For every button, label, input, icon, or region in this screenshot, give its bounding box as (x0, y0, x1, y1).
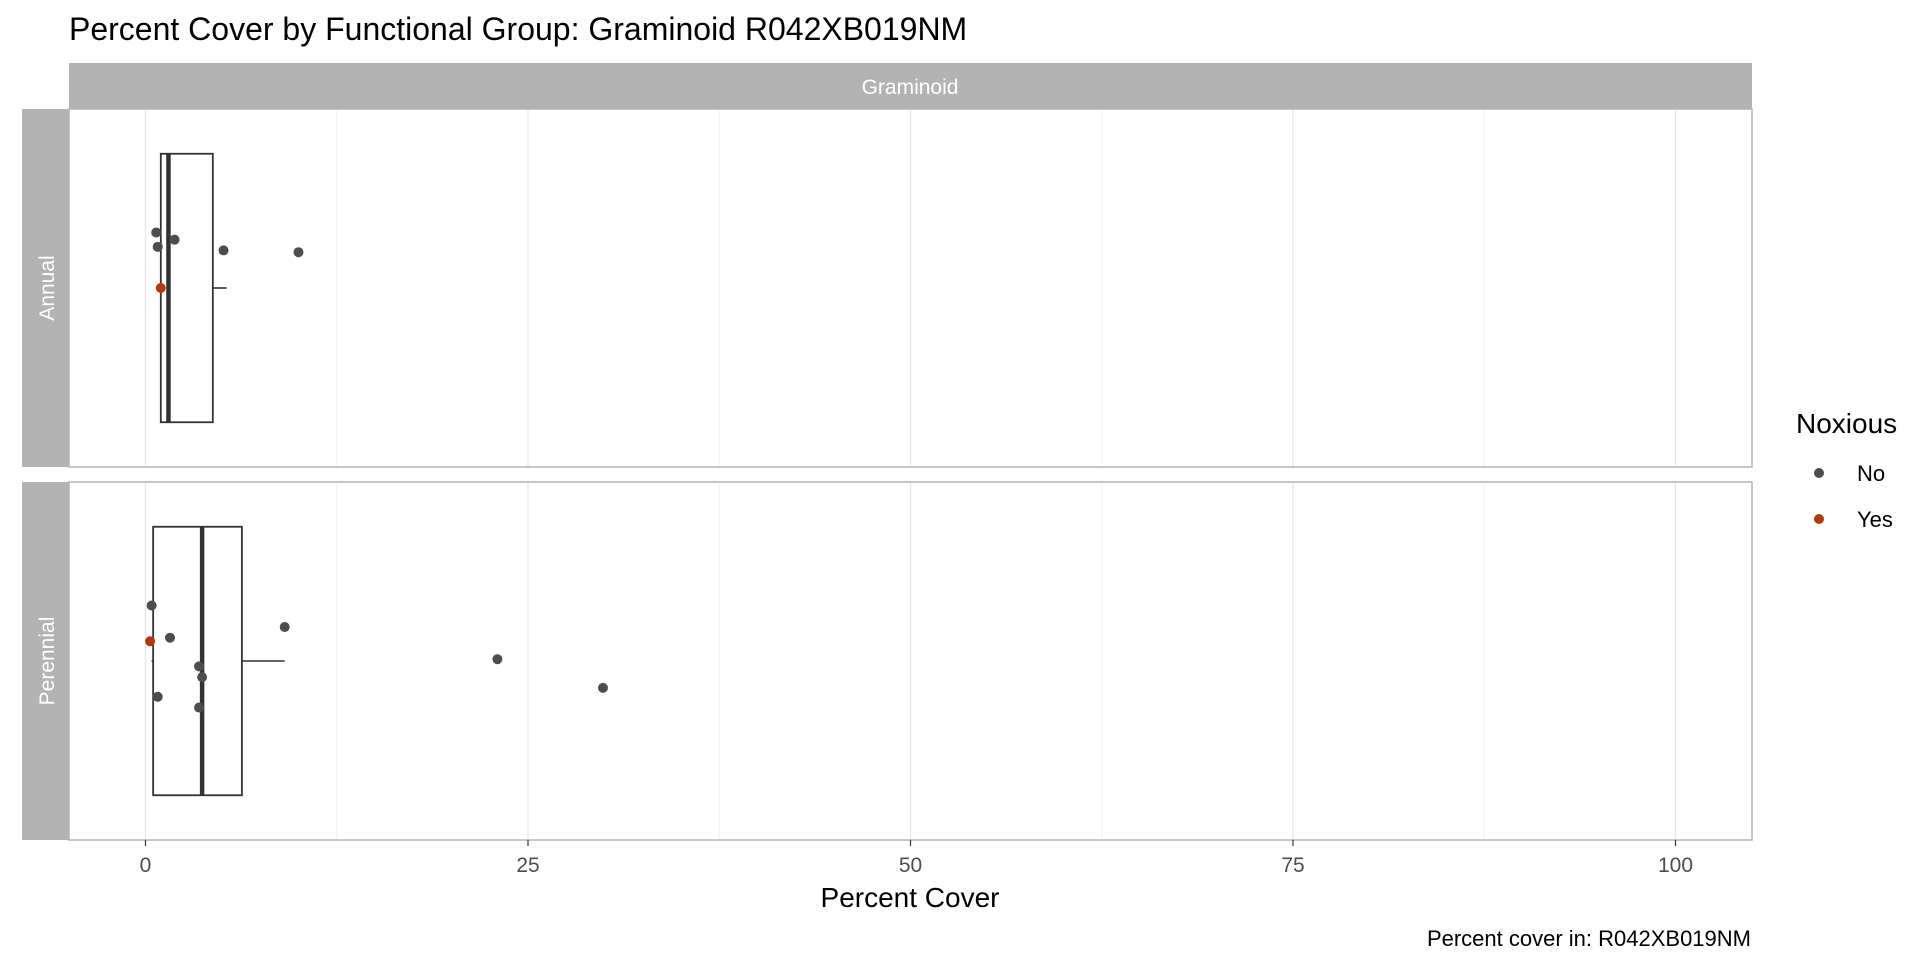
data-point (151, 227, 162, 238)
data-point (169, 234, 180, 245)
data-point (492, 654, 503, 665)
data-point (194, 702, 205, 713)
data-point (194, 661, 205, 672)
data-points (145, 227, 608, 713)
data-point-noxious (155, 283, 166, 293)
x-tick-label: 100 (1658, 854, 1693, 877)
data-point (218, 245, 229, 256)
legend-title: Noxious (1796, 408, 1897, 439)
data-point-noxious (145, 636, 156, 647)
x-tick-label: 25 (516, 854, 539, 877)
legend-key-yes (1814, 514, 1824, 524)
data-point (279, 621, 290, 632)
legend-key-no (1814, 468, 1824, 478)
row-strip-label-annual: Annual (36, 255, 59, 320)
boxplots (151, 152, 285, 797)
x-tick-label: 50 (899, 854, 922, 877)
data-point (152, 241, 163, 252)
legend-label-yes: Yes (1857, 507, 1893, 532)
x-axis-ticks: 0 25 50 75 100 (140, 840, 1693, 877)
facet-strip-label: Graminoid (862, 76, 959, 99)
x-axis-title: Percent Cover (821, 882, 1000, 913)
legend: Noxious No Yes (1796, 408, 1897, 532)
box-iqr (152, 525, 243, 797)
data-point (164, 632, 175, 643)
data-point (197, 672, 208, 683)
row-strip-label-perennial: Perennial (36, 617, 59, 706)
x-tick-label: 75 (1281, 854, 1304, 877)
data-point (293, 247, 304, 258)
x-tick-label: 0 (140, 854, 152, 877)
facet-strip-top (69, 63, 1752, 109)
grid-lines (144, 109, 1677, 840)
row-strip-annual (22, 109, 69, 467)
caption: Percent cover in: R042XB019NM (1427, 926, 1751, 951)
data-point (597, 682, 608, 693)
row-strip-perennial (22, 482, 69, 840)
legend-label-no: No (1857, 461, 1885, 486)
data-point (146, 600, 157, 611)
data-point (152, 691, 163, 702)
chart-title: Percent Cover by Functional Group: Grami… (69, 11, 967, 47)
